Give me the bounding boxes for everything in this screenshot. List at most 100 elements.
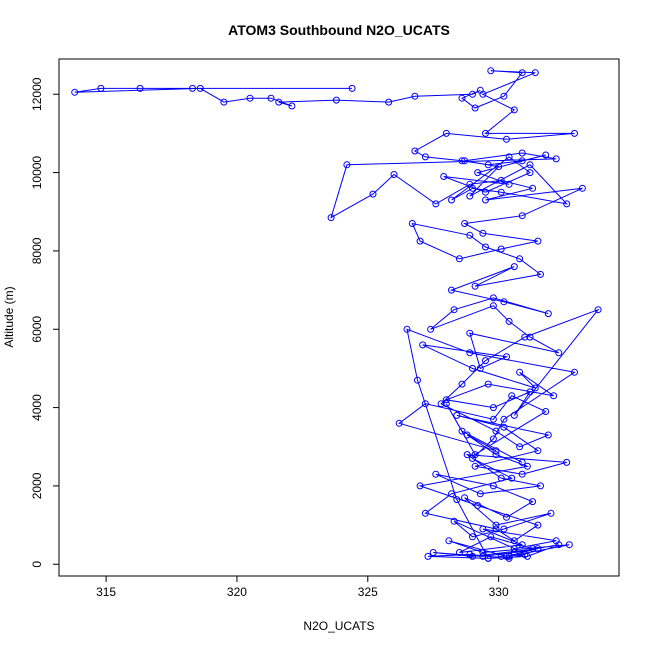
data-point bbox=[526, 388, 534, 396]
data-point bbox=[516, 255, 524, 263]
data-point bbox=[518, 470, 526, 478]
data-point bbox=[471, 282, 479, 290]
series-lines bbox=[74, 70, 600, 559]
data-point bbox=[479, 229, 487, 237]
data-point bbox=[471, 462, 479, 470]
data-point bbox=[424, 552, 432, 560]
data-point bbox=[437, 400, 445, 408]
data-point bbox=[471, 451, 479, 459]
data-point bbox=[563, 458, 571, 466]
data-point bbox=[500, 415, 508, 423]
data-point bbox=[450, 517, 458, 525]
data-point bbox=[455, 255, 463, 263]
data-point bbox=[466, 231, 474, 239]
data-point bbox=[534, 521, 542, 529]
data-point bbox=[500, 92, 508, 100]
data-point bbox=[442, 129, 450, 137]
data-point bbox=[476, 364, 484, 372]
data-point bbox=[445, 537, 453, 545]
data-point bbox=[403, 325, 411, 333]
series-line bbox=[74, 70, 600, 559]
data-point bbox=[385, 98, 393, 106]
data-point bbox=[503, 135, 510, 143]
data-point bbox=[482, 357, 489, 365]
data-point bbox=[555, 349, 563, 357]
data-point bbox=[474, 169, 482, 177]
data-point bbox=[518, 541, 526, 549]
data-point bbox=[275, 98, 283, 106]
data-point bbox=[466, 180, 474, 188]
data-point bbox=[332, 96, 340, 104]
data-point bbox=[484, 161, 492, 169]
x-tick-label: 325 bbox=[358, 585, 378, 599]
data-point bbox=[552, 155, 560, 163]
data-point bbox=[495, 163, 503, 171]
data-point bbox=[419, 341, 427, 349]
data-point bbox=[492, 525, 500, 533]
data-point bbox=[476, 490, 484, 498]
data-point bbox=[482, 196, 489, 204]
data-point bbox=[421, 509, 429, 517]
series-points bbox=[71, 67, 602, 562]
data-point bbox=[531, 69, 539, 77]
data-point bbox=[518, 69, 526, 77]
data-point bbox=[531, 384, 539, 392]
data-point bbox=[521, 333, 529, 341]
data-point bbox=[466, 192, 474, 200]
data-point bbox=[489, 415, 497, 423]
data-point bbox=[489, 435, 497, 443]
data-point bbox=[458, 380, 466, 388]
data-point bbox=[246, 94, 254, 102]
data-point bbox=[427, 325, 435, 333]
data-point bbox=[534, 545, 542, 553]
data-point bbox=[526, 333, 534, 341]
data-point bbox=[136, 84, 144, 92]
data-point bbox=[571, 129, 578, 137]
data-point bbox=[416, 482, 424, 490]
data-point bbox=[518, 157, 526, 165]
data-point bbox=[414, 376, 421, 384]
data-point bbox=[523, 462, 531, 470]
y-tick-label: 2000 bbox=[30, 472, 44, 499]
data-point bbox=[542, 408, 550, 415]
data-point bbox=[479, 549, 487, 556]
data-point bbox=[521, 551, 529, 558]
data-point bbox=[503, 513, 510, 521]
data-point bbox=[487, 67, 495, 75]
data-point bbox=[492, 521, 500, 529]
data-point bbox=[416, 237, 424, 245]
data-point bbox=[463, 431, 471, 439]
data-point bbox=[448, 286, 455, 294]
y-axis-label: Altitude (m) bbox=[2, 286, 16, 347]
chart-title: ATOM3 Southbound N2O_UCATS bbox=[228, 22, 450, 38]
data-point bbox=[534, 447, 542, 455]
data-point bbox=[497, 176, 505, 184]
y-tick-label: 12000 bbox=[30, 77, 44, 111]
data-point bbox=[563, 200, 571, 208]
data-point bbox=[497, 188, 505, 196]
data-point bbox=[432, 470, 440, 478]
data-point bbox=[458, 427, 466, 435]
data-point bbox=[565, 541, 573, 549]
data-point bbox=[510, 549, 518, 556]
data-point bbox=[555, 541, 563, 549]
data-point bbox=[196, 84, 204, 92]
data-point bbox=[421, 153, 429, 161]
data-point bbox=[453, 411, 461, 419]
data-point bbox=[482, 243, 489, 251]
data-point bbox=[484, 380, 492, 388]
data-point bbox=[466, 551, 474, 558]
data-point bbox=[421, 400, 429, 408]
data-point bbox=[461, 220, 469, 227]
data-point bbox=[529, 545, 537, 553]
data-point bbox=[189, 84, 196, 92]
x-tick-label: 330 bbox=[489, 585, 509, 599]
data-point bbox=[267, 94, 275, 102]
data-point bbox=[492, 427, 500, 435]
data-point bbox=[469, 533, 476, 541]
data-point bbox=[432, 200, 440, 208]
data-point bbox=[492, 447, 500, 455]
data-point bbox=[510, 537, 518, 545]
x-tick-label: 320 bbox=[227, 585, 247, 599]
